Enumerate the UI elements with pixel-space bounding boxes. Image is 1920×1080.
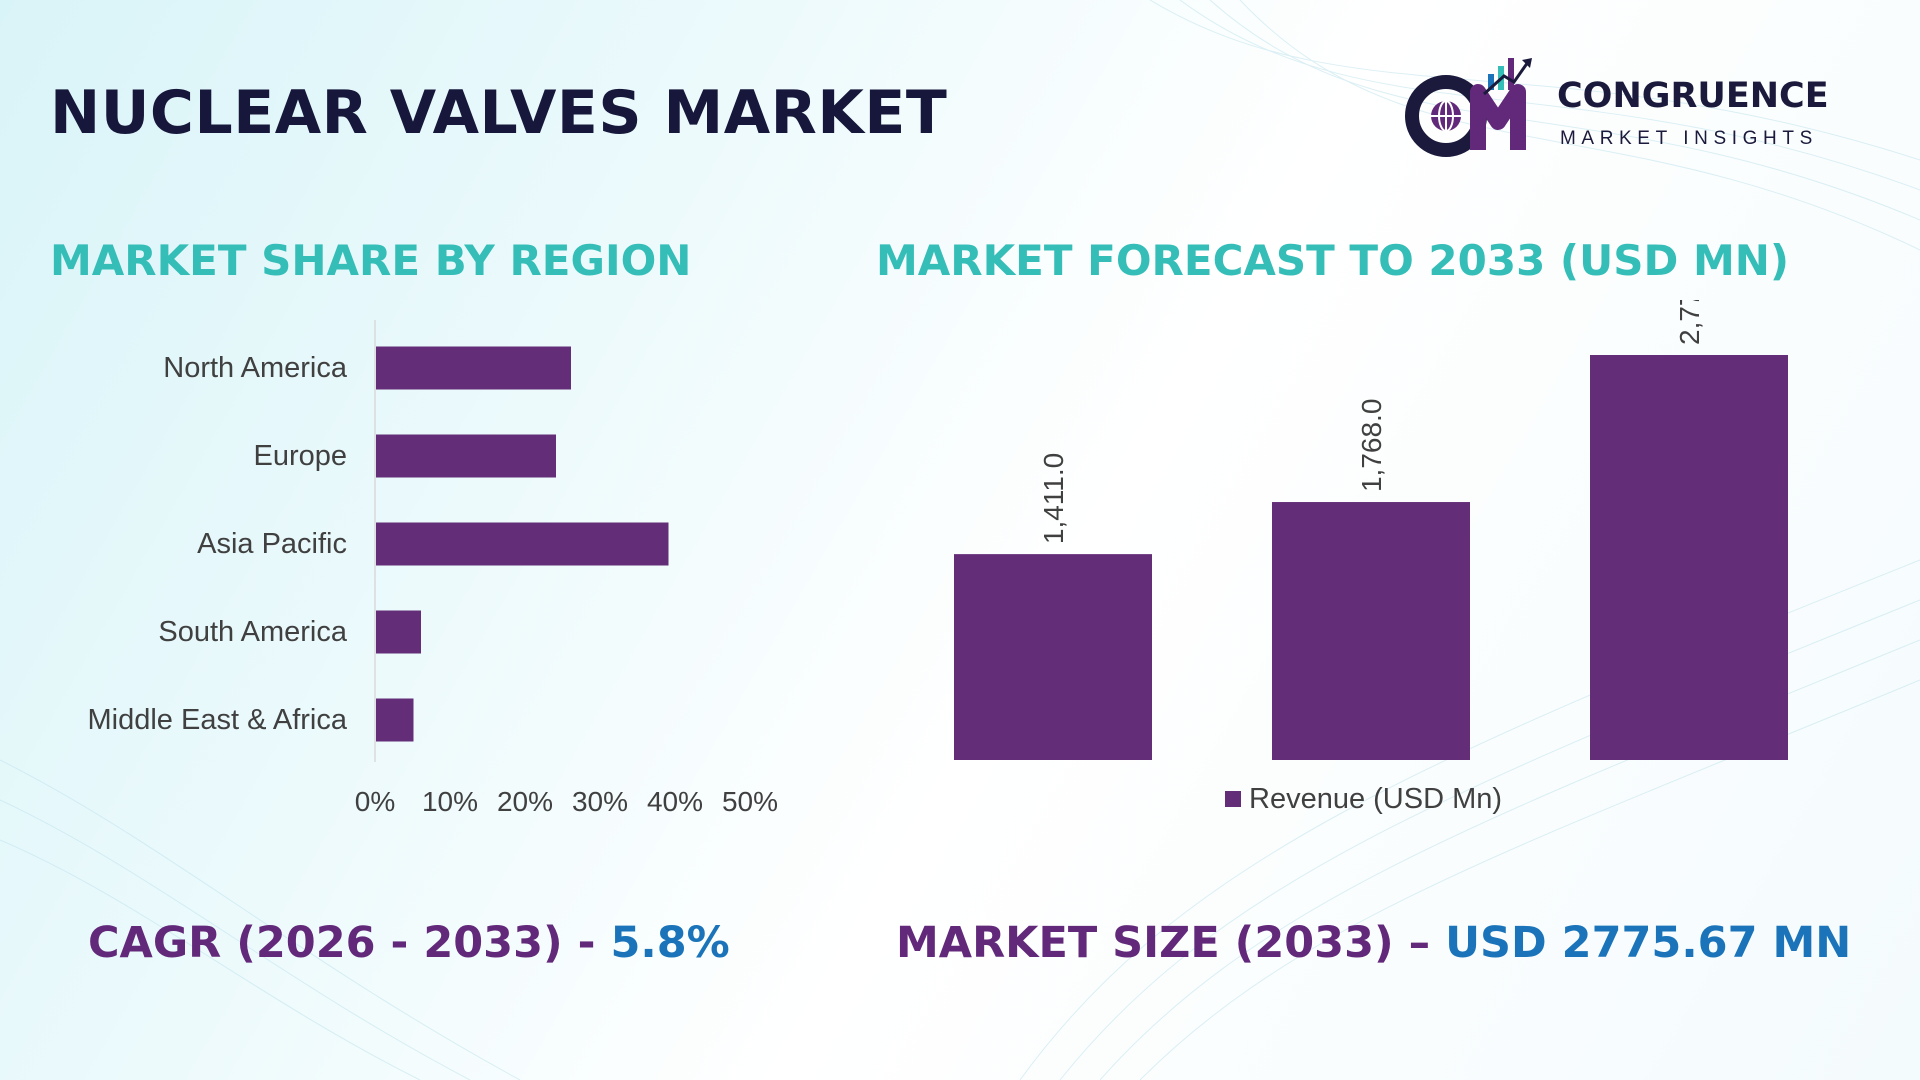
cagr-label: CAGR (2026 - 2033) - bbox=[88, 918, 611, 968]
x-tick-label: 50% bbox=[722, 786, 778, 817]
cagr-value: 5.8% bbox=[610, 918, 730, 968]
revenue-bar bbox=[954, 554, 1152, 760]
region-label: Middle East & Africa bbox=[88, 704, 348, 736]
market-size-label: MARKET SIZE (2033) – bbox=[896, 918, 1446, 968]
company-logo: CONGRUENCE MARKET INSIGHTS bbox=[1400, 52, 1870, 157]
region-label: North America bbox=[163, 352, 348, 384]
region-bar bbox=[376, 610, 421, 654]
market-size-value: USD 2775.67 MN bbox=[1445, 918, 1852, 968]
region-bar bbox=[376, 346, 571, 390]
x-tick-label: 20% bbox=[497, 786, 553, 817]
revenue-forecast-bar-chart: 1,411.0 1,768.0 2,775.7 Revenue (USD Mn) bbox=[954, 300, 1788, 815]
legend-label: Revenue (USD Mn) bbox=[1249, 783, 1502, 815]
logo-tagline: MARKET INSIGHTS bbox=[1560, 128, 1818, 149]
region-share-bar-chart: North America Europe Asia Pacific South Ame… bbox=[88, 320, 778, 817]
revenue-bar bbox=[1590, 355, 1788, 760]
page-title: NUCLEAR VALVES MARKET bbox=[50, 78, 948, 148]
region-bar bbox=[376, 522, 669, 566]
region-bar bbox=[376, 698, 414, 742]
legend-swatch bbox=[1225, 791, 1241, 807]
x-tick-label: 10% bbox=[422, 786, 478, 817]
region-label: Europe bbox=[253, 440, 347, 472]
region-bar bbox=[376, 434, 556, 478]
logo-name: CONGRUENCE bbox=[1557, 76, 1829, 116]
region-chart-title: MARKET SHARE BY REGION bbox=[50, 236, 692, 285]
bar-value-label: 1,768.0 bbox=[1356, 399, 1387, 492]
revenue-bar bbox=[1272, 502, 1470, 760]
logo-mark-icon bbox=[1405, 58, 1532, 157]
x-tick-label: 40% bbox=[647, 786, 703, 817]
region-label: Asia Pacific bbox=[197, 528, 347, 560]
cagr-stat: CAGR (2026 - 2033) - 5.8% bbox=[88, 918, 730, 968]
forecast-chart-title: MARKET FORECAST TO 2033 (USD MN) bbox=[876, 236, 1790, 285]
market-size-stat: MARKET SIZE (2033) – USD 2775.67 MN bbox=[896, 918, 1851, 968]
bar-value-label: 2,775.7 bbox=[1674, 300, 1705, 345]
region-label: South America bbox=[158, 616, 347, 648]
x-tick-label: 30% bbox=[572, 786, 628, 817]
bar-value-label: 1,411.0 bbox=[1038, 453, 1069, 544]
x-tick-label: 0% bbox=[355, 786, 395, 817]
